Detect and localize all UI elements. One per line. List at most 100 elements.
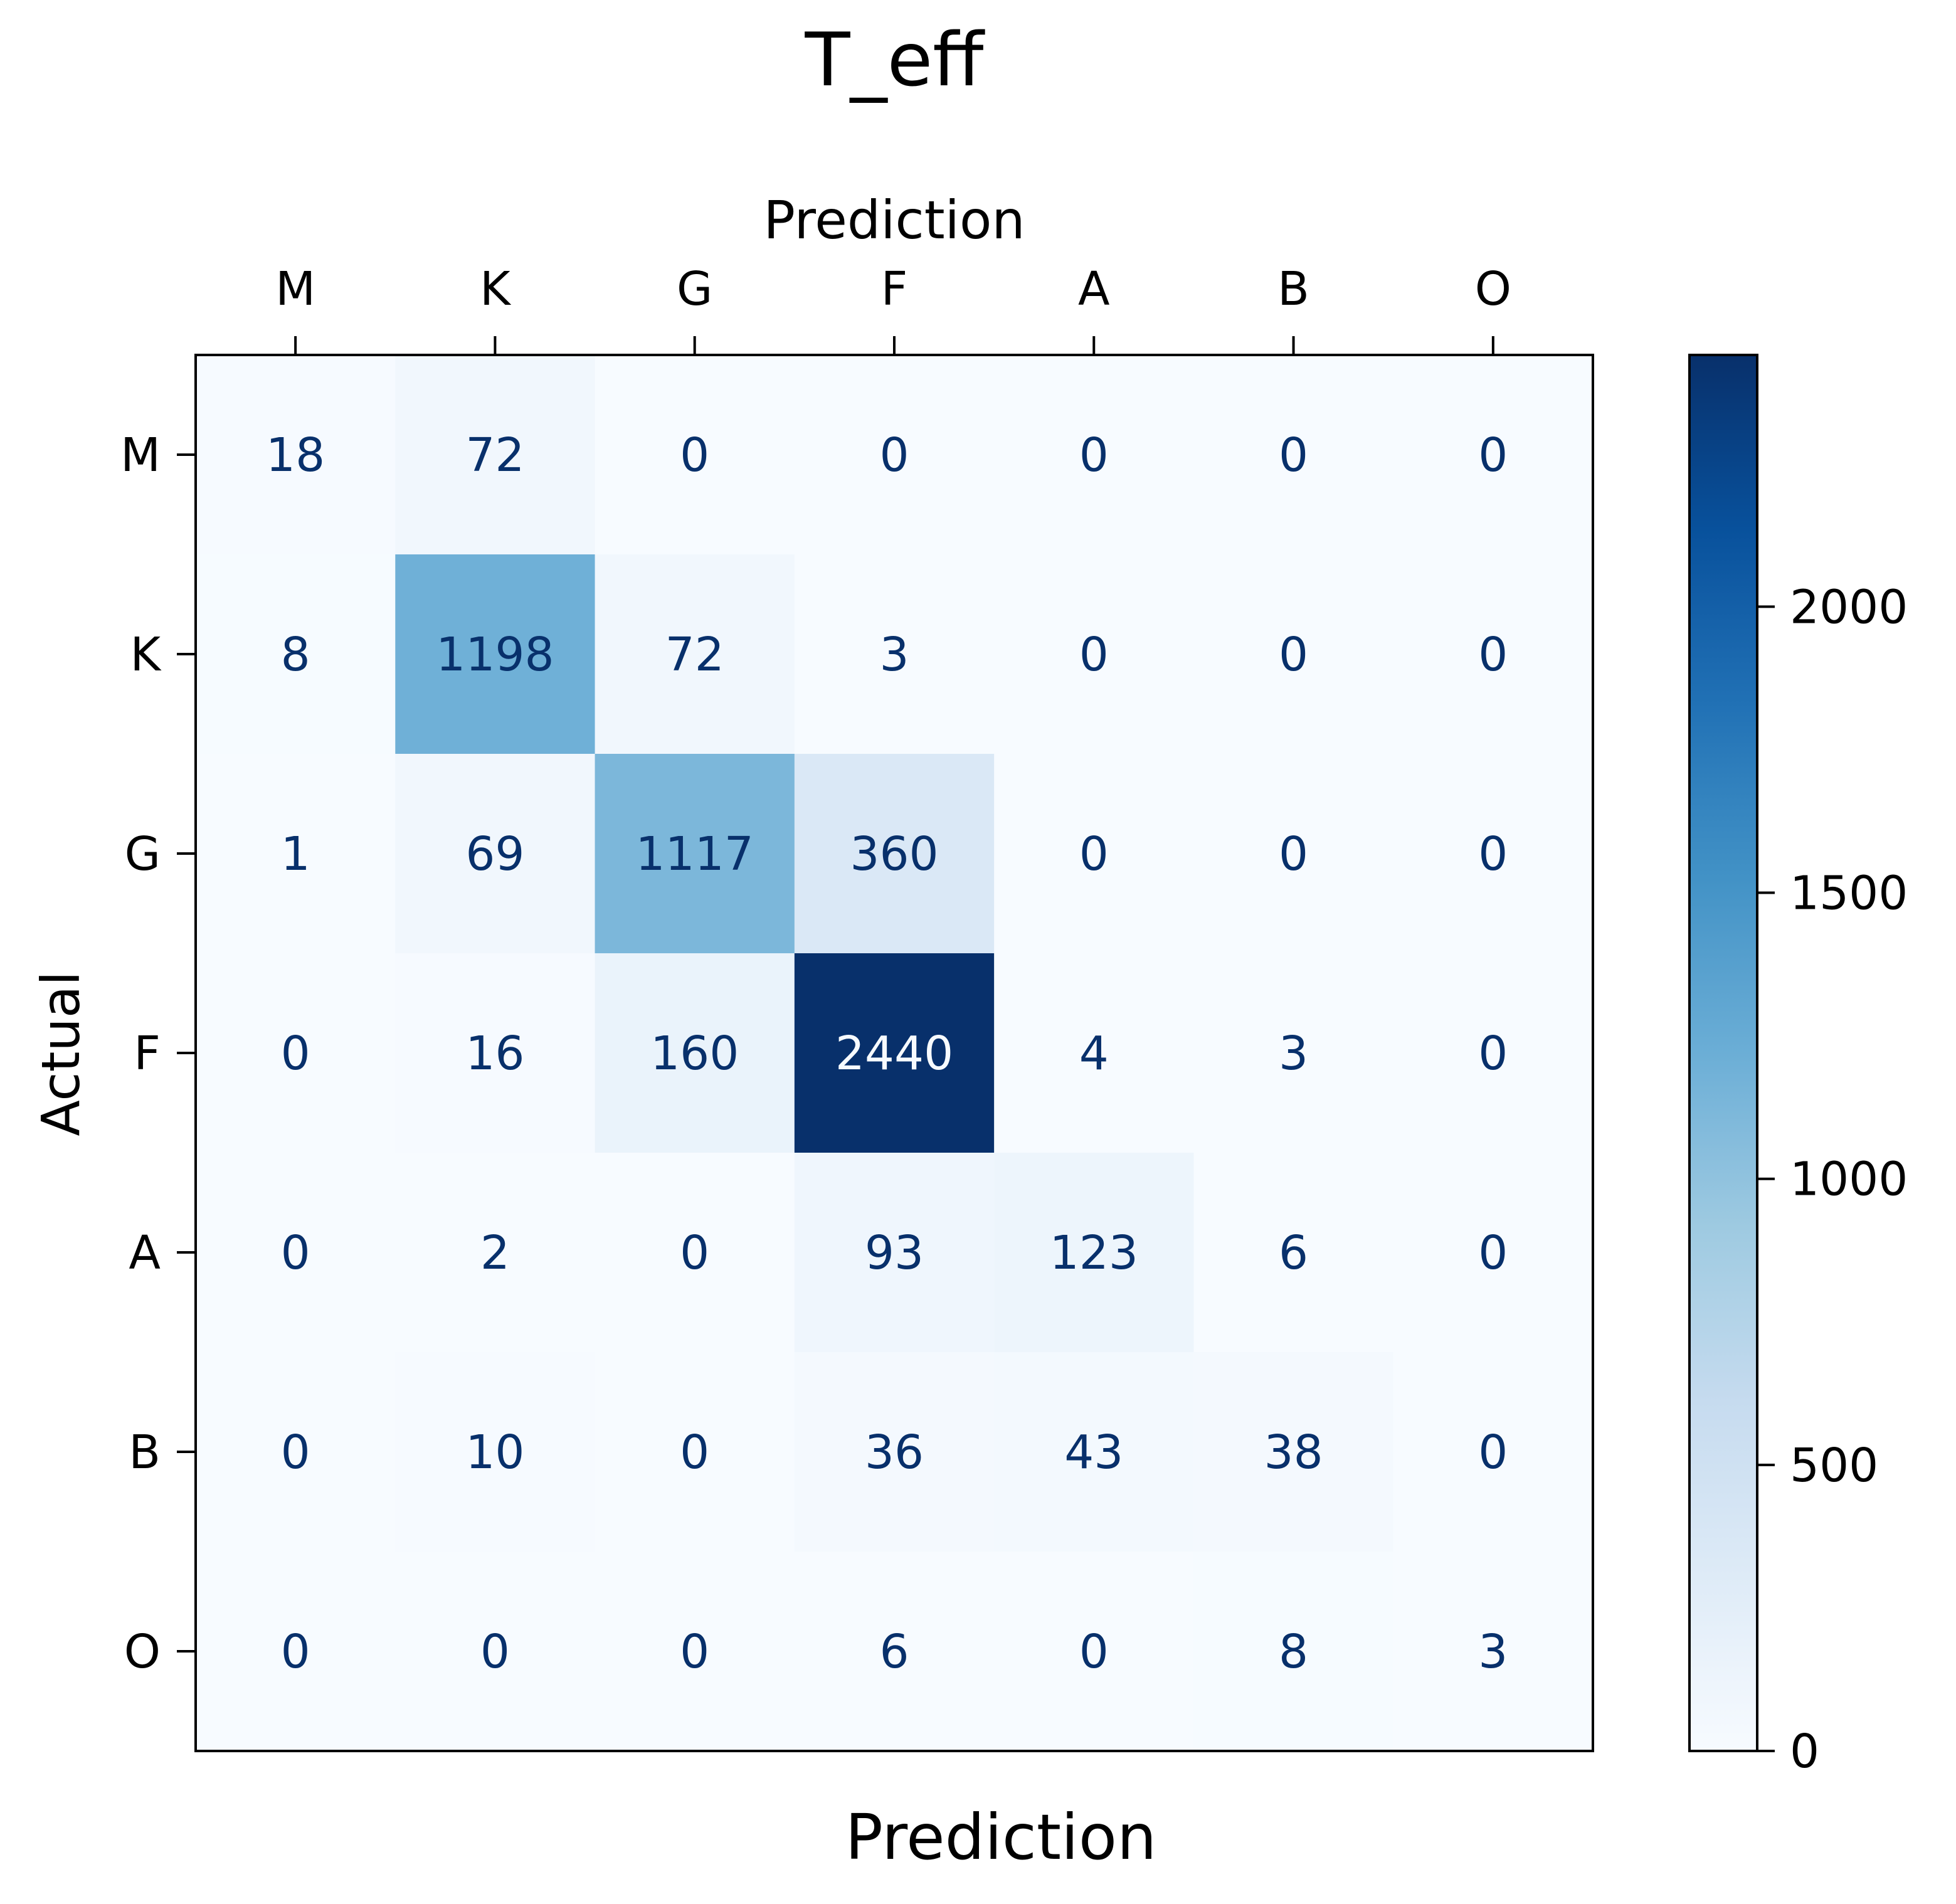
y-tick-label: B: [129, 1425, 161, 1479]
heatmap-cell-labels: 18 72 0 0 0 0 08 1198 72 3 0 0 01 69 1117 360 0 0 00 16 160 2…: [266, 428, 1508, 1679]
cell-value-label: 38: [1264, 1425, 1323, 1479]
cell-value-label: 0: [281, 1027, 310, 1081]
x-tick-label: B: [1277, 262, 1309, 316]
cell-value-label: 0: [680, 1425, 709, 1479]
heatmap-cell: [595, 554, 795, 754]
heatmap-cell: [196, 953, 396, 1153]
heatmap-cells: [196, 355, 1594, 1752]
cell-value-label: 43: [1064, 1425, 1123, 1479]
cell-value-label: 0: [1478, 1425, 1508, 1479]
cell-value-label: 0: [1079, 1625, 1109, 1679]
colorbar-tick-label: 2000: [1790, 580, 1908, 634]
heatmap-cell: [395, 754, 596, 954]
heatmap-cell: [994, 554, 1194, 754]
heatmap-cell: [994, 1352, 1194, 1552]
cell-value-label: 1117: [636, 827, 754, 881]
heatmap-cell: [1393, 1352, 1594, 1552]
cell-value-label: 72: [665, 628, 724, 682]
cell-value-label: 0: [1478, 428, 1508, 482]
cell-value-label: 0: [1279, 827, 1308, 881]
cell-value-label: 0: [281, 1425, 310, 1479]
heatmap-cell: [1193, 1352, 1394, 1552]
heatmap-cell: [994, 754, 1194, 954]
heatmap-cell: [1193, 1153, 1394, 1353]
cell-value-label: 0: [281, 1226, 310, 1280]
heatmap-cell: [794, 355, 995, 555]
colorbar: [1688, 354, 1758, 1752]
heatmap-cell: [196, 1153, 396, 1353]
cell-value-label: 4: [1079, 1027, 1109, 1081]
heatmap-cell: [595, 1352, 795, 1552]
heatmap-cell: [1393, 754, 1594, 954]
heatmap-cell: [196, 554, 396, 754]
heatmap-cell: [794, 1153, 995, 1353]
cell-value-label: 1: [281, 827, 310, 881]
heatmap-cell: [1193, 554, 1394, 754]
heatmap-cell: [395, 1352, 596, 1552]
heatmap-cell: [395, 1153, 596, 1353]
cell-value-label: 3: [879, 628, 909, 682]
y-tick-label: M: [120, 428, 161, 482]
cell-value-label: 0: [680, 428, 709, 482]
cell-value-label: 2440: [835, 1027, 953, 1081]
cell-value-label: 93: [865, 1226, 924, 1280]
x-tick-label: K: [480, 262, 512, 316]
cell-value-label: 69: [465, 827, 524, 881]
y-axis-ticks: M K G F A B O: [120, 428, 196, 1679]
cell-value-label: 0: [1079, 428, 1109, 482]
cell-value-label: 0: [680, 1625, 709, 1679]
chart-title: T_eff: [805, 16, 986, 103]
cell-value-label: 6: [879, 1625, 909, 1679]
heatmap-cell: [1393, 554, 1594, 754]
cell-value-label: 0: [1079, 628, 1109, 682]
heatmap-cell: [794, 1552, 995, 1752]
colorbar-tick-label: 1500: [1790, 867, 1908, 921]
cell-value-label: 1198: [436, 628, 554, 682]
heatmap-cell: [196, 1352, 396, 1552]
y-tick-label: O: [124, 1625, 161, 1679]
x-tick-label: F: [881, 262, 908, 316]
cell-value-label: 36: [865, 1425, 924, 1479]
heatmap-cell: [595, 953, 795, 1153]
heatmap-cell: [595, 754, 795, 954]
heatmap-cell: [794, 953, 995, 1153]
cell-value-label: 160: [650, 1027, 739, 1081]
colorbar-ticks: 0 500 1000 1500 2000: [1757, 580, 1908, 1779]
heatmap-cell: [1393, 1153, 1594, 1353]
heatmap-cell: [196, 355, 396, 555]
x-tick-label: O: [1475, 262, 1511, 316]
cell-value-label: 6: [1279, 1226, 1308, 1280]
heatmap-cell: [794, 1352, 995, 1552]
y-axis-label: Actual: [30, 971, 92, 1136]
heatmap-cell: [595, 355, 795, 555]
y-tick-label: A: [129, 1226, 161, 1280]
cell-value-label: 0: [1478, 628, 1508, 682]
cell-value-label: 3: [1279, 1027, 1308, 1081]
cell-value-label: 0: [1478, 1027, 1508, 1081]
heatmap-cell: [1193, 1552, 1394, 1752]
y-tick-label: K: [130, 628, 162, 682]
heatmap-cell: [196, 754, 396, 954]
heatmap-cell: [1393, 355, 1594, 555]
x-tick-label: A: [1078, 262, 1110, 316]
heatmap-cell: [794, 554, 995, 754]
cell-value-label: 16: [465, 1027, 524, 1081]
heatmap-cell: [595, 1153, 795, 1353]
heatmap-cell: [994, 1552, 1194, 1752]
cell-value-label: 0: [1279, 428, 1308, 482]
y-tick-label: G: [125, 827, 161, 881]
cell-value-label: 3: [1478, 1625, 1508, 1679]
x-axis-label-bottom: Prediction: [845, 1801, 1157, 1874]
cell-value-label: 18: [266, 428, 325, 482]
cell-value-label: 123: [1050, 1226, 1138, 1280]
heatmap-cell: [994, 953, 1194, 1153]
cell-value-label: 2: [480, 1226, 510, 1280]
colorbar-tick-label: 0: [1790, 1725, 1819, 1779]
colorbar-tick-label: 1000: [1790, 1153, 1908, 1207]
heatmap-cell: [395, 355, 596, 555]
heatmap-cell: [1193, 355, 1394, 555]
heatmap-cell: [196, 1552, 396, 1752]
cell-value-label: 360: [850, 827, 938, 881]
